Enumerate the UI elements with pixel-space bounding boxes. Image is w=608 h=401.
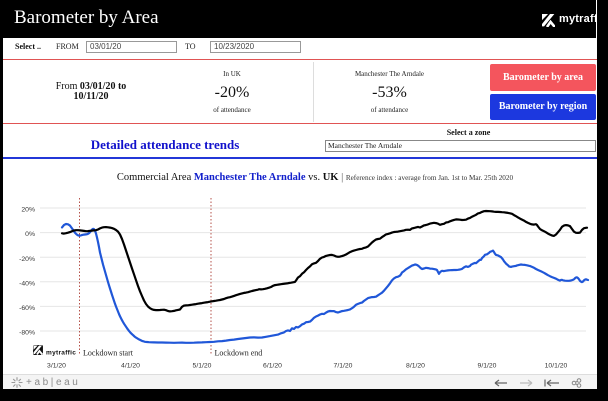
svg-text:9/1/20: 9/1/20 <box>478 363 497 370</box>
svg-text:-40%: -40% <box>19 280 35 287</box>
svg-text:-60%: -60% <box>19 305 35 312</box>
svg-text:4/1/20: 4/1/20 <box>121 363 140 370</box>
svg-text:Lockdown start: Lockdown start <box>83 349 134 358</box>
svg-text:5/1/20: 5/1/20 <box>193 363 212 370</box>
svg-text:mytraffic: mytraffic <box>46 350 76 357</box>
svg-text:-20%: -20% <box>19 256 35 263</box>
svg-text:8/1/20: 8/1/20 <box>406 363 425 370</box>
svg-text:-80%: -80% <box>19 330 35 337</box>
svg-text:7/1/20: 7/1/20 <box>334 363 353 370</box>
svg-text:10/1/20: 10/1/20 <box>545 363 568 370</box>
svg-text:20%: 20% <box>21 207 35 214</box>
svg-text:6/1/20: 6/1/20 <box>263 363 282 370</box>
svg-text:0%: 0% <box>25 231 35 238</box>
svg-text:3/1/20: 3/1/20 <box>47 363 66 370</box>
svg-text:Lockdown end: Lockdown end <box>215 349 263 358</box>
